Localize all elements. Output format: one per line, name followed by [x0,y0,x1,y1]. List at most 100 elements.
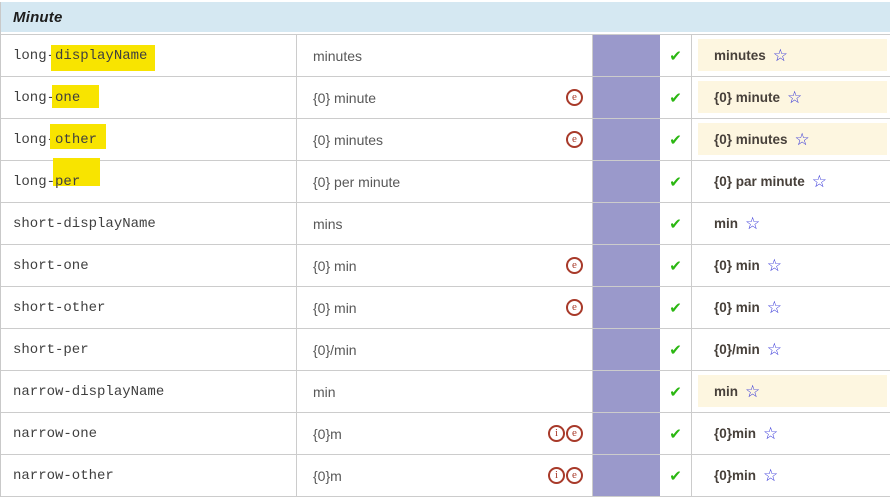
code-prefix: short-displayName [13,215,156,232]
code-prefix: narrow-displayName [13,383,165,400]
code-label: long-per [13,174,80,190]
code-cell: long-other [1,119,297,160]
english-icons: e [566,89,583,106]
code-label: long-other [13,132,97,148]
code-label: short-one [13,258,89,274]
star-icon[interactable]: ☆ [766,297,783,317]
code-cell: narrow-other [1,455,297,496]
translation-value: {0} par minute [714,173,805,189]
approval-cell: ✔ [660,203,692,244]
english-cell: {0}/min [297,329,593,370]
code-prefix: long- [13,89,56,106]
english-cell: {0} min e [297,245,593,286]
translation-inner: {0}min ☆ [698,417,887,449]
table-row: short-other {0} min e ✔ {0} min ☆ [1,287,890,329]
vote-status-cell [593,371,660,412]
table-row: narrow-displayName min ✔ min ☆ [1,371,890,413]
code-cell: short-displayName [1,203,297,244]
translation-inner: {0} minutes ☆ [698,123,887,155]
translation-inner: min ☆ [698,207,887,239]
code-cell: short-per [1,329,297,370]
translation-inner: {0} min ☆ [698,291,887,323]
english-cell: mins [297,203,593,244]
example-icon[interactable]: e [566,299,583,316]
approved-check-icon: ✔ [669,467,682,485]
code-prefix: short-per [13,341,89,358]
code-cell: narrow-displayName [1,371,297,412]
approval-cell: ✔ [660,245,692,286]
star-icon[interactable]: ☆ [766,255,783,275]
translation-inner: {0}/min ☆ [698,333,887,365]
english-value: {0} min [313,257,357,274]
approval-cell: ✔ [660,329,692,370]
table-row: short-displayName mins ✔ min ☆ [1,203,890,245]
code-cell: long-displayName [1,35,297,76]
table-row: long-per {0} per minute ✔ {0} par minute… [1,161,890,203]
english-cell: {0} min e [297,287,593,328]
english-value: {0} minutes [313,131,384,148]
approved-check-icon: ✔ [669,299,682,317]
example-icon[interactable]: e [566,89,583,106]
table-row: long-displayName minutes ✔ minutes ☆ [1,35,890,77]
table-row: long-other {0} minutes e ✔ {0} minutes ☆ [1,119,890,161]
translation-inner: {0} minute ☆ [698,81,887,113]
info-icon[interactable]: i [548,425,565,442]
code-cell: narrow-one [1,413,297,454]
info-icon[interactable]: i [548,467,565,484]
translation-cell: {0}min ☆ [692,413,890,454]
star-icon[interactable]: ☆ [811,171,828,191]
english-cell: {0} minutes e [297,119,593,160]
vote-status-cell [593,329,660,370]
english-value: {0}m [313,467,342,484]
translation-cell: {0}/min ☆ [692,329,890,370]
translation-inner: minutes ☆ [698,39,887,71]
approval-cell: ✔ [660,287,692,328]
example-icon[interactable]: e [566,467,583,484]
approval-cell: ✔ [660,119,692,160]
approval-cell: ✔ [660,455,692,496]
approved-check-icon: ✔ [669,131,682,149]
star-icon[interactable]: ☆ [794,129,810,149]
vote-status-cell [593,245,660,286]
approved-check-icon: ✔ [669,47,682,65]
translation-value: {0}min [714,467,757,483]
vote-status-cell [593,455,660,496]
code-prefix: short-one [13,257,89,274]
translation-cell: min ☆ [692,203,890,244]
section-header: Minute [1,2,890,32]
example-icon[interactable]: e [566,257,583,274]
code-suffix: per [55,173,81,190]
code-cell: long-one [1,77,297,118]
example-icon[interactable]: e [566,131,583,148]
vote-status-cell [593,287,660,328]
code-label: long-displayName [13,48,147,64]
approval-cell: ✔ [660,413,692,454]
star-icon[interactable]: ☆ [772,45,789,65]
code-prefix: narrow-one [13,425,98,442]
star-icon[interactable]: ☆ [787,87,803,107]
code-prefix: long- [13,47,56,64]
star-icon[interactable]: ☆ [745,381,761,401]
code-cell: short-other [1,287,297,328]
star-icon[interactable]: ☆ [763,423,779,443]
star-icon[interactable]: ☆ [766,339,783,359]
table-body: long-displayName minutes ✔ minutes ☆ lon… [1,34,890,497]
code-cell: long-per [1,161,297,202]
translation-inner: min ☆ [698,375,887,407]
code-label: short-per [13,342,89,358]
translation-value: min [714,383,739,399]
approved-check-icon: ✔ [669,383,682,401]
approval-cell: ✔ [660,161,692,202]
approved-check-icon: ✔ [669,425,682,443]
star-icon[interactable]: ☆ [763,465,779,485]
english-icons: e [566,299,583,316]
example-icon[interactable]: e [566,425,583,442]
translation-value: {0} min [714,299,760,315]
code-prefix: short-other [13,299,106,316]
star-icon[interactable]: ☆ [745,213,761,233]
translation-cell: minutes ☆ [692,35,890,76]
